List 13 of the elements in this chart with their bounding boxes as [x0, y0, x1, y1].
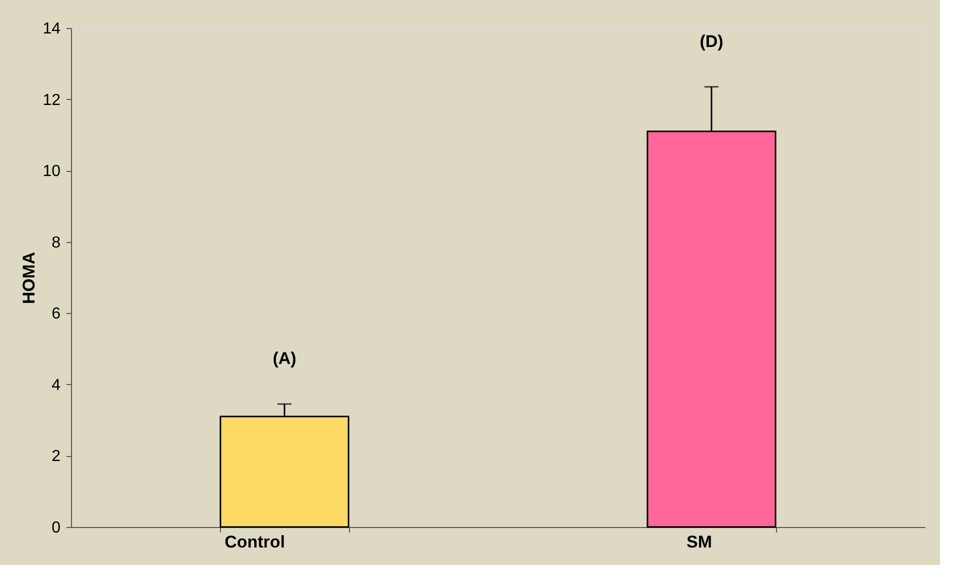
annotation: (A): [272, 349, 296, 368]
y-tick-label: 8: [52, 234, 61, 252]
y-axis-title: HOMA: [20, 252, 39, 304]
y-tick-label: 2: [52, 448, 61, 466]
x-tick-label: SM: [686, 532, 712, 552]
y-tick-label: 4: [52, 376, 61, 394]
y-tick-label: 0: [52, 520, 61, 536]
y-tick-label: 14: [42, 20, 61, 38]
y-tick-label: 10: [42, 163, 61, 180]
annotation: (D): [700, 32, 724, 51]
x-tick-label: Control: [224, 532, 285, 552]
y-tick-label: 12: [42, 92, 61, 109]
y-tick-label: 6: [52, 306, 61, 323]
